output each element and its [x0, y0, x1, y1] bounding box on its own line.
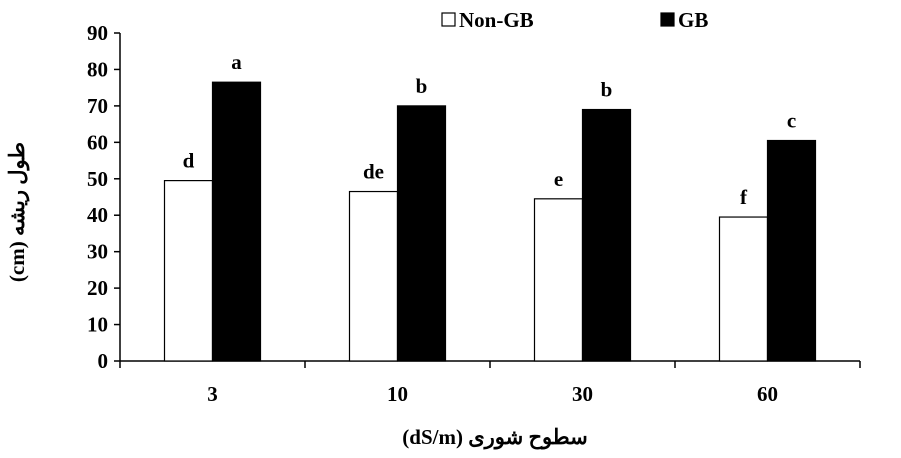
bar-gb: [766, 139, 817, 362]
y-tick-label: 30: [87, 240, 108, 264]
bar-letter-label: de: [363, 160, 384, 184]
legend-swatch-gb: [660, 12, 675, 27]
bar-non-gb: [348, 190, 399, 362]
bar-non-gb: [533, 198, 584, 362]
bar-gb: [396, 105, 447, 362]
bar-letter-label: b: [416, 74, 428, 98]
x-tick-label: 3: [207, 382, 218, 406]
y-axis-title: طول ریشه (cm): [5, 142, 30, 282]
bar-gb: [581, 108, 632, 362]
legend-swatch-non-gb: [441, 12, 456, 27]
y-tick-label: 40: [87, 203, 108, 227]
bar-letter-label: f: [740, 185, 748, 209]
bar-letter-label: e: [554, 167, 563, 191]
x-tick-label: 30: [572, 382, 593, 406]
bar-letter-label: d: [183, 149, 195, 173]
y-tick-label: 60: [87, 130, 108, 154]
y-tick-label: 70: [87, 94, 108, 118]
data-labels: d a de b e b f c: [183, 50, 797, 209]
y-tick-label: 20: [87, 276, 108, 300]
bar-letter-label: a: [231, 50, 242, 74]
legend-label-gb: GB: [678, 8, 708, 32]
x-axis-title: سطوح شوری (dS/m): [402, 425, 587, 450]
y-tick-label: 80: [87, 57, 108, 81]
bar-non-gb: [163, 180, 214, 362]
bar-non-gb: [718, 216, 769, 362]
x-axis: 3 10 30 60: [119, 360, 861, 406]
y-tick-label: 10: [87, 313, 108, 337]
y-tick-label: 90: [87, 21, 108, 45]
x-tick-label: 10: [387, 382, 408, 406]
legend: Non-GB GB: [441, 8, 708, 32]
y-tick-label: 0: [98, 349, 109, 373]
bar-letter-label: c: [787, 109, 796, 133]
y-axis: 0 10 20 30 40 50 60 70 80 90: [87, 21, 121, 373]
x-tick-label: 60: [757, 382, 778, 406]
bar-letter-label: b: [601, 78, 613, 102]
bar-gb: [211, 81, 262, 362]
y-tick-label: 50: [87, 167, 108, 191]
legend-label-non-gb: Non-GB: [459, 8, 534, 32]
bars: [163, 81, 817, 362]
